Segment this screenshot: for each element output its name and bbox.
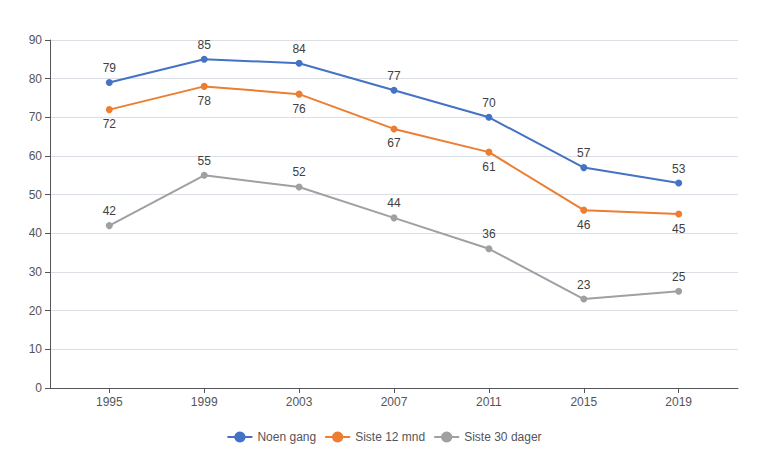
svg-text:46: 46 xyxy=(577,218,591,232)
svg-text:2011: 2011 xyxy=(476,395,502,409)
svg-text:55: 55 xyxy=(198,154,212,168)
svg-text:1999: 1999 xyxy=(191,395,218,409)
svg-text:42: 42 xyxy=(103,204,117,218)
svg-text:2007: 2007 xyxy=(381,395,408,409)
svg-text:77: 77 xyxy=(387,69,401,83)
svg-text:72: 72 xyxy=(103,117,117,131)
svg-text:67: 67 xyxy=(387,136,401,150)
svg-text:20: 20 xyxy=(29,304,43,318)
svg-text:53: 53 xyxy=(672,162,686,176)
svg-text:61: 61 xyxy=(482,160,496,174)
svg-text:76: 76 xyxy=(292,102,306,116)
svg-text:80: 80 xyxy=(29,72,43,86)
svg-text:70: 70 xyxy=(482,96,496,110)
svg-text:70: 70 xyxy=(29,110,43,124)
svg-text:0: 0 xyxy=(35,381,42,395)
svg-text:79: 79 xyxy=(103,61,117,75)
svg-text:44: 44 xyxy=(387,196,401,210)
svg-text:57: 57 xyxy=(577,146,591,160)
svg-text:85: 85 xyxy=(198,38,212,52)
svg-text:36: 36 xyxy=(482,227,496,241)
svg-text:25: 25 xyxy=(672,270,686,284)
svg-text:78: 78 xyxy=(198,94,212,108)
svg-text:2003: 2003 xyxy=(286,395,313,409)
svg-text:45: 45 xyxy=(672,222,686,236)
svg-text:60: 60 xyxy=(29,149,43,163)
svg-text:84: 84 xyxy=(292,42,306,56)
svg-text:52: 52 xyxy=(292,165,306,179)
svg-text:Siste 30 dager: Siste 30 dager xyxy=(464,430,541,444)
svg-text:2019: 2019 xyxy=(665,395,692,409)
svg-text:40: 40 xyxy=(29,226,43,240)
svg-text:23: 23 xyxy=(577,278,591,292)
svg-text:10: 10 xyxy=(29,342,43,356)
svg-text:30: 30 xyxy=(29,265,43,279)
svg-text:Siste 12 mnd: Siste 12 mnd xyxy=(355,430,425,444)
svg-text:1995: 1995 xyxy=(96,395,123,409)
svg-text:50: 50 xyxy=(29,188,43,202)
svg-text:Noen gang: Noen gang xyxy=(257,430,316,444)
svg-text:90: 90 xyxy=(29,33,43,47)
svg-text:2015: 2015 xyxy=(570,395,597,409)
